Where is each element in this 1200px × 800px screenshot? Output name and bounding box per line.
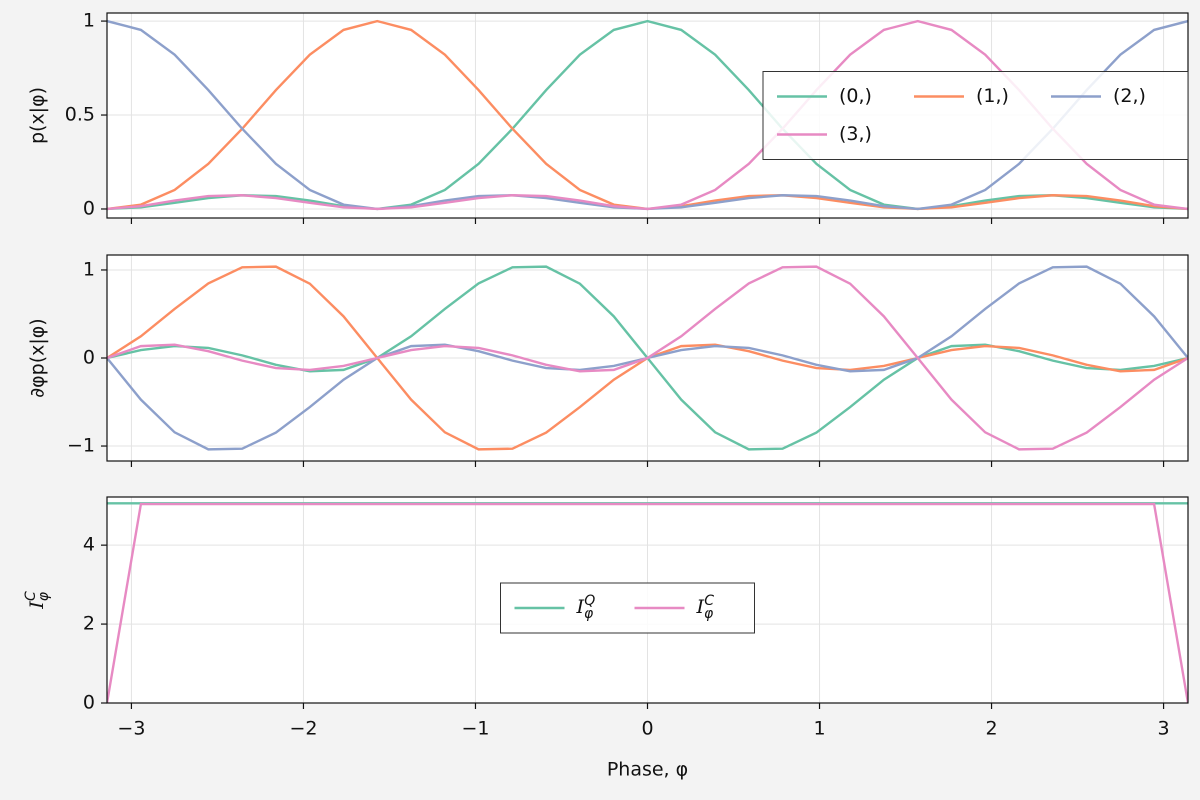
- x-tick-label: −3: [117, 718, 145, 740]
- legend: (0,) (1,) (2,) (3,): [762, 71, 1189, 160]
- y-axis-label: ∂φp(x|φ): [27, 318, 49, 397]
- x-tick-label: 1: [813, 718, 825, 740]
- axes-frame: [106, 254, 1189, 462]
- line: [107, 19, 1188, 211]
- y-tick-label: 0: [83, 197, 95, 219]
- axes-frame: [106, 496, 1189, 704]
- legend-label: IφC: [696, 593, 715, 622]
- panel: 0 0.5 1 p(x|φ) (0,) (1,) (2,) (3,): [27, 10, 1189, 224]
- x-tick-label: 2: [986, 718, 998, 740]
- legend-label: (0,): [839, 85, 872, 107]
- y-axis-label: p(x|φ): [27, 87, 49, 144]
- x-tick-label: 3: [1158, 718, 1170, 740]
- legend-box: [762, 71, 1189, 160]
- line: [107, 502, 1188, 703]
- y-tick-label: 0: [83, 692, 95, 714]
- y-axis-label: IφC: [23, 591, 52, 610]
- panel: −3 −2 −1 0 1 2 3 0 2 4 IφC Phase, φ IφQ IφC: [23, 496, 1189, 781]
- x-tick-label: −1: [461, 718, 489, 740]
- x-tick-label: 0: [641, 718, 653, 740]
- y-tick-label: 0.5: [65, 104, 95, 126]
- y-tick-label: 4: [83, 534, 95, 556]
- line: [107, 265, 1188, 451]
- series-group: [107, 265, 1188, 451]
- x-tick-label: −2: [289, 718, 317, 740]
- y-tick-label: 0: [83, 347, 95, 369]
- legend-label: (3,): [839, 123, 872, 145]
- y-tick-label: 2: [83, 613, 95, 635]
- legend: IφQ IφC: [500, 582, 755, 634]
- legend-label: (1,): [976, 85, 1009, 107]
- series-group: [107, 502, 1188, 703]
- legend-label: IφQ: [576, 593, 596, 622]
- y-tick-label: 1: [83, 10, 95, 32]
- panel: −1 0 1 ∂φp(x|φ): [27, 254, 1189, 467]
- y-tick-label: 1: [83, 258, 95, 280]
- x-axis-label: Phase, φ: [607, 759, 688, 781]
- legend-label: (2,): [1113, 85, 1146, 107]
- y-tick-label: −1: [67, 435, 95, 457]
